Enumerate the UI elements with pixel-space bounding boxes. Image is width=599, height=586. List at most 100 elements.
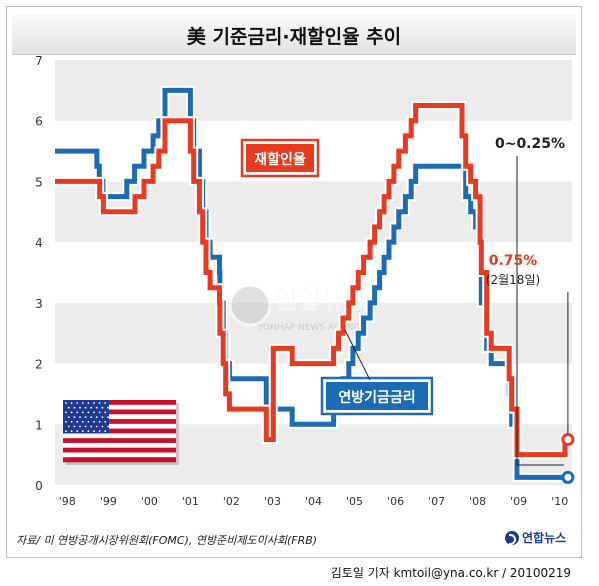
y-tick-label: 3 — [35, 297, 43, 311]
x-tick-label: '09 — [510, 495, 527, 508]
discount-end-value: 0.75% — [489, 253, 538, 269]
flag-star — [107, 425, 109, 428]
fed-end-value: 0~0.25% — [495, 136, 565, 152]
y-tick-label: 2 — [35, 358, 43, 372]
fed-end-leader — [516, 156, 564, 466]
discount-rate-line — [55, 103, 568, 458]
flag-star — [67, 425, 70, 428]
flag-star — [107, 406, 109, 409]
flag-star — [95, 416, 98, 418]
x-tick-label: '01 — [182, 495, 199, 508]
flag-star — [79, 425, 81, 428]
flag-star — [70, 402, 73, 404]
x-tick-label: '10 — [551, 495, 568, 508]
x-tick-label: '99 — [100, 495, 117, 508]
x-axis-ticks: '98 '99 '00 '01 '02 '03 '04 '05 '06 '07 '08 '09 '10 — [59, 495, 568, 508]
flag-star — [98, 402, 101, 404]
fed-end-marker — [561, 470, 575, 484]
flag-star — [90, 425, 93, 428]
y-tick-label: 5 — [35, 175, 43, 189]
x-tick-label: '02 — [223, 495, 240, 508]
y-axis-ticks: 0 1 2 3 4 5 6 7 — [35, 54, 43, 493]
source-note: 자료/ 미 연방공개시장위원회(FOMC), 연방준비제도이사회(FRB) — [16, 534, 318, 547]
flag-star — [107, 416, 109, 418]
flag-star — [87, 411, 90, 414]
flag-star — [87, 402, 90, 404]
flag-star — [98, 430, 101, 433]
fed-funds-rate-label: 연방기금금리 — [338, 389, 415, 406]
discount-label-fill — [246, 144, 314, 172]
discount-rate-label: 재할인율 — [254, 151, 306, 168]
flag-star — [98, 420, 101, 423]
flag-star — [73, 406, 76, 409]
flag-stripe — [63, 428, 176, 434]
watermark-logo-icon — [228, 283, 272, 327]
flag-star — [104, 402, 107, 404]
flag-star — [70, 411, 73, 414]
flag-stripe — [63, 438, 176, 444]
flag-star — [76, 411, 79, 414]
flag-star — [65, 430, 67, 433]
flag-star — [101, 406, 104, 409]
flag-star — [65, 420, 67, 423]
flag-stripe — [63, 423, 176, 429]
grid-band — [55, 60, 572, 121]
us-flag-icon — [63, 400, 179, 465]
flag-star — [81, 411, 84, 414]
x-tick-label: '06 — [387, 495, 404, 508]
watermark-subtext: YONHAP NEWS AGENCY — [257, 323, 365, 333]
flag-star — [104, 420, 107, 423]
flag-star — [104, 430, 107, 433]
x-tick-label: '03 — [264, 495, 281, 508]
flag-star — [90, 416, 93, 418]
flag-stripe — [63, 447, 176, 453]
flag-star — [70, 420, 73, 423]
x-tick-label: '00 — [141, 495, 158, 508]
discount-end-marker — [561, 432, 575, 446]
flag-star — [84, 406, 87, 409]
y-tick-label: 1 — [35, 418, 43, 432]
flag-star — [84, 416, 87, 418]
flag-star — [65, 411, 67, 414]
flag-star — [101, 425, 104, 428]
flag-star — [81, 420, 84, 423]
flag-stripe — [63, 414, 176, 420]
flag-star — [73, 416, 76, 418]
flag-star — [81, 430, 84, 433]
flag-star — [93, 402, 95, 404]
flag-star — [90, 406, 93, 409]
brand-logo-icon — [505, 530, 519, 545]
flag-star — [84, 425, 87, 428]
discount-end-date: (2월18일) — [486, 273, 540, 287]
flag-star — [70, 430, 73, 433]
x-tick-label: '05 — [346, 495, 363, 508]
x-tick-label: '08 — [469, 495, 486, 508]
flag-star — [93, 420, 95, 423]
flag-stripe — [63, 404, 176, 410]
flag-star — [101, 416, 104, 418]
flag-star — [104, 411, 107, 414]
fed-label-leader — [344, 329, 371, 381]
flag-star — [65, 402, 67, 404]
grid-bands — [55, 60, 572, 485]
flag-star — [76, 430, 79, 433]
title-bar: 美 기준금리·재할인율 추이 — [12, 14, 576, 55]
flag-stripe — [63, 419, 176, 425]
y-tick-label: 0 — [35, 479, 43, 493]
flag-star — [79, 406, 81, 409]
flag-star — [93, 430, 95, 433]
flag-star — [87, 430, 90, 433]
flag-star — [67, 406, 70, 409]
y-tick-label: 4 — [35, 236, 43, 250]
y-tick-label: 7 — [35, 54, 43, 68]
brand-name: 연합뉴스 — [522, 531, 567, 545]
flag-star — [76, 420, 79, 423]
flag-star — [81, 402, 84, 404]
flag-stripe — [63, 433, 176, 439]
x-tick-label: '98 — [59, 495, 76, 508]
flag-star — [98, 411, 101, 414]
fed-label-fill — [326, 382, 428, 410]
flag-star — [79, 416, 81, 418]
